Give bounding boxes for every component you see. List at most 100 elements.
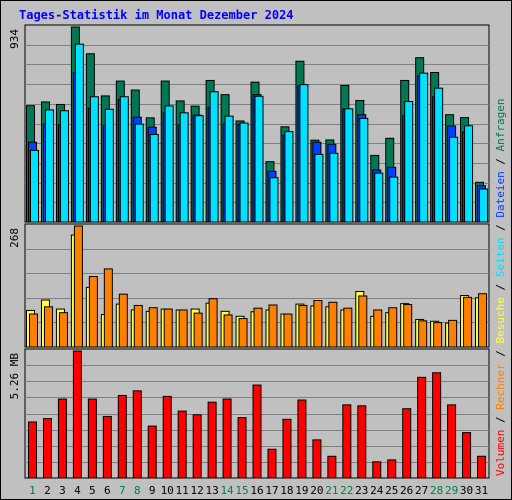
bar-volumen xyxy=(28,421,37,479)
bar-volumen xyxy=(72,350,82,479)
bar-rechner xyxy=(118,293,128,348)
bar-seiten xyxy=(344,108,354,223)
bar-rechner xyxy=(418,320,428,348)
bar-volumen xyxy=(162,395,172,479)
legend-rechner: Rechner xyxy=(494,363,507,410)
bar-seiten xyxy=(284,131,294,223)
bar-seiten xyxy=(254,95,264,223)
bar-rechner xyxy=(283,313,293,348)
bar-seiten xyxy=(359,117,369,223)
bar-volumen xyxy=(432,372,442,479)
x-tick-label: 18 xyxy=(280,484,293,497)
bar-volumen xyxy=(192,414,202,479)
right-legend: Volumen / Rechner / Besuche / Seiten / D… xyxy=(494,98,507,476)
bar-rechner xyxy=(343,307,353,348)
axis-max-label-bottom: 5.26 MB xyxy=(8,353,21,400)
x-tick-label: 30 xyxy=(460,484,473,497)
chart-title: Tages-Statistik im Monat Dezember 2024 xyxy=(19,8,294,22)
bar-seiten xyxy=(59,110,69,223)
bar-volumen xyxy=(87,398,97,479)
bar-seiten xyxy=(239,122,249,223)
x-tick-label: 23 xyxy=(355,484,368,497)
x-tick-label: 31 xyxy=(475,484,488,497)
bar-rechner xyxy=(448,319,458,348)
bar-seiten xyxy=(329,152,339,223)
x-tick-label: 17 xyxy=(265,484,278,497)
bar-rechner xyxy=(253,307,263,348)
x-tick-label: 26 xyxy=(400,484,413,497)
bar-volumen xyxy=(177,410,187,479)
bar-volumen xyxy=(387,459,397,479)
x-tick-label: 3 xyxy=(59,484,66,497)
bar-rechner xyxy=(58,312,68,348)
bar-seiten xyxy=(314,153,324,223)
bar-rechner xyxy=(388,307,398,348)
bar-seiten xyxy=(194,115,204,223)
legend-seiten: Seiten xyxy=(494,238,507,278)
bar-volumen xyxy=(57,398,67,479)
x-tick-label: 10 xyxy=(161,484,174,497)
bar-volumen xyxy=(342,404,352,479)
bar-volumen xyxy=(297,399,307,479)
bar-rechner xyxy=(238,318,248,348)
legend-anfragen: Anfragen xyxy=(494,98,507,151)
bar-volumen xyxy=(252,384,262,479)
bar-volumen xyxy=(267,448,277,479)
bar-seiten xyxy=(374,172,384,223)
x-tick-label: 2 xyxy=(44,484,51,497)
bar-seiten xyxy=(299,84,309,223)
bar-volumen xyxy=(327,455,337,479)
bar-rechner xyxy=(103,268,113,348)
bar-seiten xyxy=(44,109,54,223)
legend-separator: / xyxy=(494,344,507,364)
x-tick-label: 14 xyxy=(220,484,234,497)
legend-separator: / xyxy=(494,218,507,238)
bar-seiten xyxy=(119,96,129,223)
bar-rechner xyxy=(463,296,473,348)
x-tick-label: 28 xyxy=(430,484,443,497)
x-tick-label: 11 xyxy=(176,484,189,497)
bar-rechner xyxy=(403,304,413,348)
bar-seiten xyxy=(179,112,189,223)
x-tick-label: 9 xyxy=(149,484,156,497)
bar-seiten xyxy=(269,177,279,223)
legend-separator: / xyxy=(494,277,507,297)
bar-volumen xyxy=(372,461,382,479)
bar-rechner xyxy=(163,308,173,348)
bar-seiten xyxy=(479,188,489,223)
legend-volumen: Volumen xyxy=(494,430,507,476)
bar-volumen xyxy=(207,401,217,479)
bar-seiten xyxy=(89,96,99,223)
x-tick-label: 19 xyxy=(295,484,308,497)
bar-rechner xyxy=(29,313,38,348)
bar-seiten xyxy=(449,136,459,223)
bar-volumen xyxy=(462,432,472,479)
legend-besuche: Besuche xyxy=(494,297,507,343)
bar-seiten xyxy=(149,134,159,223)
bar-rechner xyxy=(43,306,53,348)
bar-volumen xyxy=(42,418,52,479)
bar-seiten xyxy=(434,87,444,223)
bar-rechner xyxy=(313,299,323,348)
x-tick-label: 13 xyxy=(205,484,218,497)
legend-dateien: Dateien xyxy=(494,171,507,217)
bar-rechner xyxy=(373,309,383,348)
bar-volumen xyxy=(312,439,322,479)
bar-rechner xyxy=(208,298,218,348)
bar-rechner xyxy=(298,304,308,348)
bar-seiten xyxy=(164,105,174,223)
x-tick-label: 20 xyxy=(310,484,323,497)
bar-rechner xyxy=(223,314,233,348)
bar-volumen xyxy=(102,415,112,479)
bar-seiten xyxy=(404,101,414,223)
bar-rechner xyxy=(148,307,158,348)
bar-seiten xyxy=(209,91,219,223)
bar-rechner xyxy=(88,276,98,348)
bar-seiten xyxy=(134,123,144,223)
bar-volumen xyxy=(237,417,247,479)
bar-volumen xyxy=(477,455,487,479)
axis-max-label-top: 934 xyxy=(8,29,21,49)
x-tick-label: 4 xyxy=(74,484,81,497)
bar-rechner xyxy=(73,225,83,348)
